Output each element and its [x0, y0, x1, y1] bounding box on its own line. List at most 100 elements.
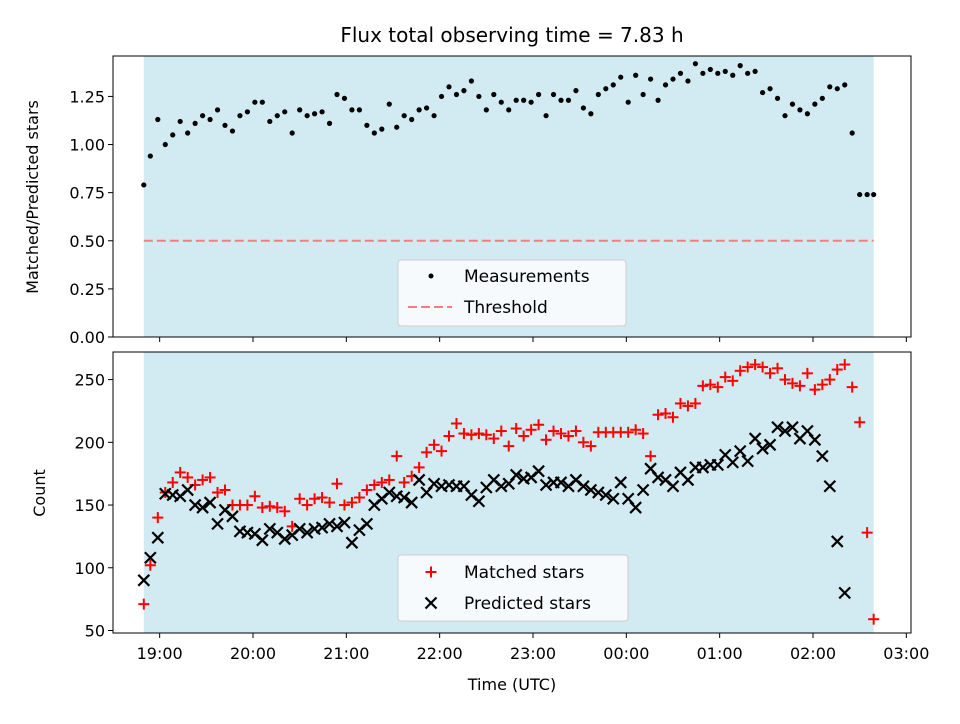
count-y-axis-label: Count	[30, 469, 49, 517]
matched-star-point	[443, 430, 455, 442]
predicted-star-point	[830, 535, 844, 548]
predicted-star-point	[256, 533, 269, 547]
predicted-star-point	[629, 501, 642, 514]
measurement-point	[580, 105, 587, 111]
measurement-point	[259, 99, 265, 105]
matched-star-point	[256, 502, 268, 514]
x-tick-label: 23:00	[510, 644, 556, 663]
matched-star-point	[674, 397, 686, 409]
predicted-star-point	[778, 424, 792, 438]
measurement-point	[640, 91, 646, 98]
count-legend: Matched stars Predicted stars	[397, 554, 629, 622]
matched-star-point	[331, 478, 343, 490]
x-tick-label: 02:00	[790, 644, 836, 663]
matched-star-point	[689, 397, 701, 409]
matched-star-point	[742, 361, 754, 373]
measurement-point	[431, 113, 437, 119]
matched-star-point	[450, 418, 462, 430]
measurement-point	[192, 120, 198, 126]
matched-star-point	[525, 424, 537, 436]
measurement-point	[715, 70, 721, 76]
predicted-star-point	[771, 420, 784, 434]
predicted-star-point	[315, 521, 329, 534]
matched-star-point	[271, 502, 283, 514]
measurement-point	[685, 78, 691, 84]
count-legend-box	[397, 554, 629, 622]
matched-star-point	[495, 425, 507, 437]
measurement-point	[371, 130, 377, 136]
measurement-point	[737, 63, 743, 69]
matched-star-point	[846, 381, 858, 393]
measurement-point	[655, 97, 661, 103]
matched-star-point	[353, 492, 365, 504]
measurement-point	[618, 74, 624, 80]
measurement-point	[774, 95, 781, 101]
measurement-point	[185, 130, 191, 136]
measurement-point	[468, 78, 474, 84]
matched-star-point	[361, 484, 373, 496]
measurement-point	[170, 132, 176, 138]
matched-star-point	[555, 428, 567, 440]
matched-star-point	[652, 409, 664, 421]
measurement-point	[603, 86, 609, 92]
matched-star-point	[480, 429, 492, 441]
measurement-point	[536, 91, 542, 98]
measurement-point	[386, 101, 392, 107]
measurement-point	[834, 86, 840, 92]
matched-star-point	[368, 479, 380, 491]
measurement-point	[379, 126, 385, 132]
measurement-point	[506, 107, 512, 113]
matched-star-point	[794, 380, 806, 392]
predicted-star-point	[181, 483, 194, 497]
measurement-point	[416, 107, 422, 113]
legend-label-matched: Matched stars	[464, 563, 584, 583]
matched-star-point	[473, 428, 485, 440]
predicted-star-point	[144, 551, 157, 565]
y-tick-label: 50	[85, 621, 105, 640]
measurement-point	[550, 91, 557, 98]
legend-marker-predicted	[424, 596, 438, 610]
y-tick-label: 0.00	[69, 328, 105, 347]
measurement-point	[214, 107, 221, 113]
predicted-star-point	[532, 464, 545, 478]
matched-star-point	[212, 487, 224, 498]
matched-star-point	[749, 359, 761, 371]
predicted-star-point	[838, 586, 852, 600]
measurement-point	[752, 68, 758, 74]
predicted-star-point	[494, 479, 508, 493]
y-tick-label: 0.75	[69, 184, 105, 203]
predicted-star-point	[293, 522, 306, 536]
x-tick-label: 22:00	[417, 644, 463, 663]
measurement-point	[304, 113, 310, 119]
predicted-star-point	[196, 501, 209, 514]
measurement-point	[356, 107, 362, 113]
predicted-star-point	[360, 517, 374, 531]
measurement-points	[141, 61, 877, 198]
legend-marker-measurements	[428, 273, 434, 279]
measurement-point	[297, 107, 303, 113]
y-tick-label: 150	[74, 496, 105, 515]
predicted-star-point	[584, 483, 598, 497]
matched-star-point	[144, 559, 156, 571]
measurement-point	[760, 89, 766, 96]
predicted-stars-points	[137, 420, 852, 600]
predicted-star-point	[636, 483, 650, 497]
predicted-star-point	[592, 486, 605, 499]
measurement-point	[565, 97, 572, 103]
x-tick-label: 21:00	[323, 644, 369, 663]
measurement-point	[289, 130, 295, 136]
count-x-axis: 19:00 20:00 21:00 22:00 23:00 00:00 01:00 02:00…	[137, 633, 929, 663]
matched-star-point	[197, 474, 209, 486]
measurement-point	[767, 86, 773, 92]
predicted-star-point	[606, 492, 620, 506]
predicted-star-point	[756, 442, 769, 455]
predicted-star-point	[151, 531, 165, 544]
matched-star-point	[868, 613, 880, 625]
ratio-x-axis	[159, 337, 907, 342]
predicted-star-point	[823, 479, 837, 493]
legend-label-measurements: Measurements	[464, 267, 590, 287]
matched-star-point	[779, 374, 791, 386]
matched-star-point	[861, 527, 873, 539]
measurement-point	[394, 124, 400, 130]
